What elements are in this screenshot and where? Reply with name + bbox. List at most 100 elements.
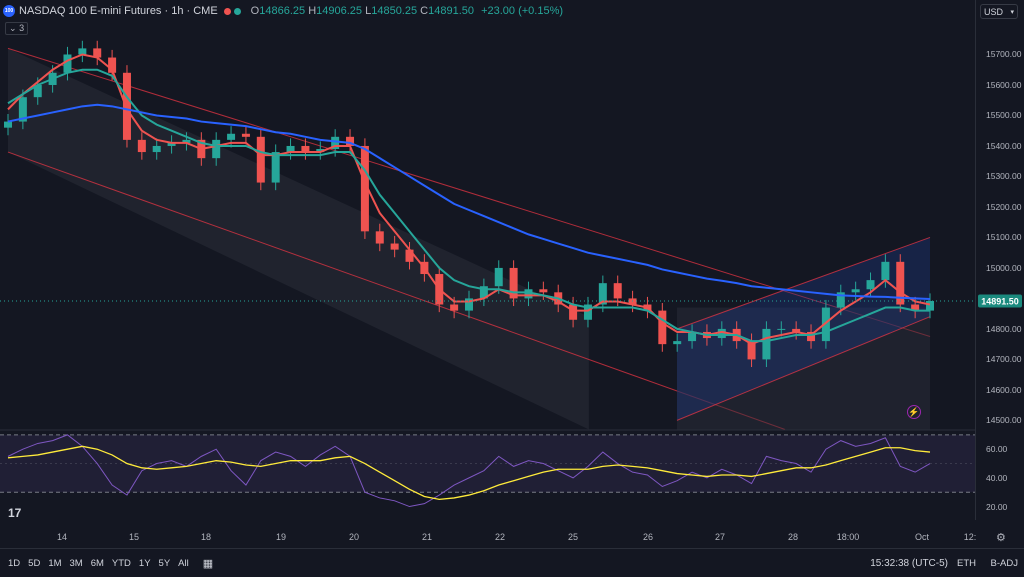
candle: [301, 145, 310, 153]
rsi-band: [0, 434, 975, 493]
price-tick-label: 15400.00: [986, 140, 1022, 151]
price-tick-label: 14500.00: [986, 415, 1022, 426]
candle: [598, 283, 607, 305]
chevron-down-icon: ▾: [1010, 8, 1014, 16]
range-button-5y[interactable]: 5Y: [158, 557, 171, 569]
candle: [33, 84, 42, 98]
candle: [63, 54, 72, 73]
high-value: 14906.25: [316, 5, 363, 17]
symbol-title[interactable]: NASDAQ 100 E-mini Futures · 1h · CME: [19, 5, 218, 17]
time-tick-label: 27: [714, 532, 726, 542]
time-tick-label: 20: [348, 532, 360, 542]
candle: [331, 136, 340, 150]
candle: [896, 261, 905, 305]
time-tick-label: 26: [642, 532, 654, 542]
time-tick-label: 19: [275, 532, 287, 542]
market-status-dot-icon: [223, 7, 231, 15]
time-tick-label: 18:00: [836, 532, 860, 542]
lightning-icon[interactable]: ⚡: [907, 405, 921, 419]
tradingview-logo-icon[interactable]: 17: [8, 506, 22, 520]
candle: [405, 249, 414, 262]
candle: [167, 142, 176, 146]
candle: [271, 152, 280, 183]
price-tick-label: 15500.00: [986, 110, 1022, 121]
candle: [375, 231, 384, 244]
time-tick-label: 28: [787, 532, 799, 542]
data-status-dot-icon: [233, 7, 241, 15]
range-button-3m[interactable]: 3M: [69, 557, 83, 569]
line-ema_fast: [7, 53, 931, 346]
indicator-count: 3: [19, 23, 25, 33]
time-axis[interactable]: 14 15 18 19 20 21 22 25 26 27 28 18:00 Oct 12:: [0, 528, 977, 546]
range-button-all[interactable]: All: [178, 557, 189, 569]
candle: [717, 328, 726, 339]
range-buttons: 1D 5D 1M 3M 6M YTD 1Y 5Y All: [0, 558, 189, 569]
candle: [851, 289, 860, 293]
candle: [762, 328, 771, 360]
asc-channel-upper-line: [676, 236, 931, 330]
candle: [227, 133, 236, 140]
price-axis[interactable]: 14500.0014600.0014700.0014800.0014900.00…: [975, 0, 1024, 520]
price-tick-label: 15300.00: [986, 171, 1022, 182]
candle: [688, 331, 697, 342]
low-value: 14850.25: [371, 5, 418, 17]
candle: [658, 310, 667, 345]
price-tick-label: 15100.00: [986, 232, 1022, 243]
candle: [137, 139, 146, 153]
clock[interactable]: 15:32:38 (UTC-5): [870, 557, 948, 569]
gear-icon[interactable]: ⚙: [996, 532, 1006, 544]
range-button-5d[interactable]: 5D: [28, 557, 41, 569]
price-tick-label: 14700.00: [986, 354, 1022, 365]
candle: [821, 307, 830, 342]
candle: [256, 136, 265, 183]
close-label: C: [420, 5, 429, 17]
candle: [792, 328, 801, 332]
range-button-1m[interactable]: 1M: [48, 557, 62, 569]
high-label: H: [308, 5, 317, 17]
range-button-1d[interactable]: 1D: [8, 557, 21, 569]
chart-canvas[interactable]: [0, 0, 975, 528]
price-tick-label: 15700.00: [986, 49, 1022, 60]
line-ema_mid: [7, 68, 930, 343]
candle: [926, 301, 934, 311]
low-label: L: [365, 5, 372, 17]
range-button-ytd[interactable]: YTD: [111, 557, 131, 569]
candle: [479, 286, 488, 299]
candle: [241, 133, 250, 137]
candle: [182, 139, 191, 143]
open-value: 14866.25: [259, 5, 306, 17]
indicators-toggle-button[interactable]: ⌄ 3: [5, 22, 29, 35]
candle: [346, 136, 355, 146]
time-tick-label: 15: [128, 532, 140, 542]
range-button-6m[interactable]: 6M: [90, 557, 104, 569]
adjust-button[interactable]: B-ADJ: [990, 557, 1018, 569]
range-button-1y[interactable]: 1Y: [138, 557, 151, 569]
candle: [286, 145, 295, 153]
chevron-down-icon: ⌄: [9, 23, 17, 33]
price-tick-label: 15000.00: [986, 262, 1022, 273]
chart-legend-header: 100 NASDAQ 100 E-mini Futures · 1h · CME…: [0, 0, 975, 22]
candle: [152, 145, 161, 153]
ohlc-values: O14866.25 H14906.25 L14850.25 C14891.50 …: [251, 5, 563, 17]
candle: [212, 139, 221, 159]
candle: [465, 298, 473, 311]
time-tick-label: 22: [494, 532, 506, 542]
line-ema_slow: [7, 103, 931, 301]
time-tick-label: 12:: [963, 532, 977, 542]
candle: [613, 283, 622, 299]
line-rsi_ma: [7, 445, 931, 501]
candle: [583, 304, 592, 320]
candle: [524, 289, 533, 299]
candle: [866, 280, 875, 290]
change-value: +23.00 (+0.15%): [481, 5, 564, 17]
line-rsi: [7, 434, 931, 508]
price-tick-label: 15200.00: [986, 201, 1022, 212]
candle: [18, 97, 27, 122]
candle: [807, 331, 816, 342]
candle: [777, 328, 786, 330]
session-button[interactable]: ETH: [957, 557, 976, 569]
candle: [569, 304, 578, 320]
currency-selector[interactable]: USD ▾: [980, 4, 1018, 19]
candle: [747, 341, 756, 360]
calendar-icon[interactable]: ▦: [202, 557, 214, 570]
